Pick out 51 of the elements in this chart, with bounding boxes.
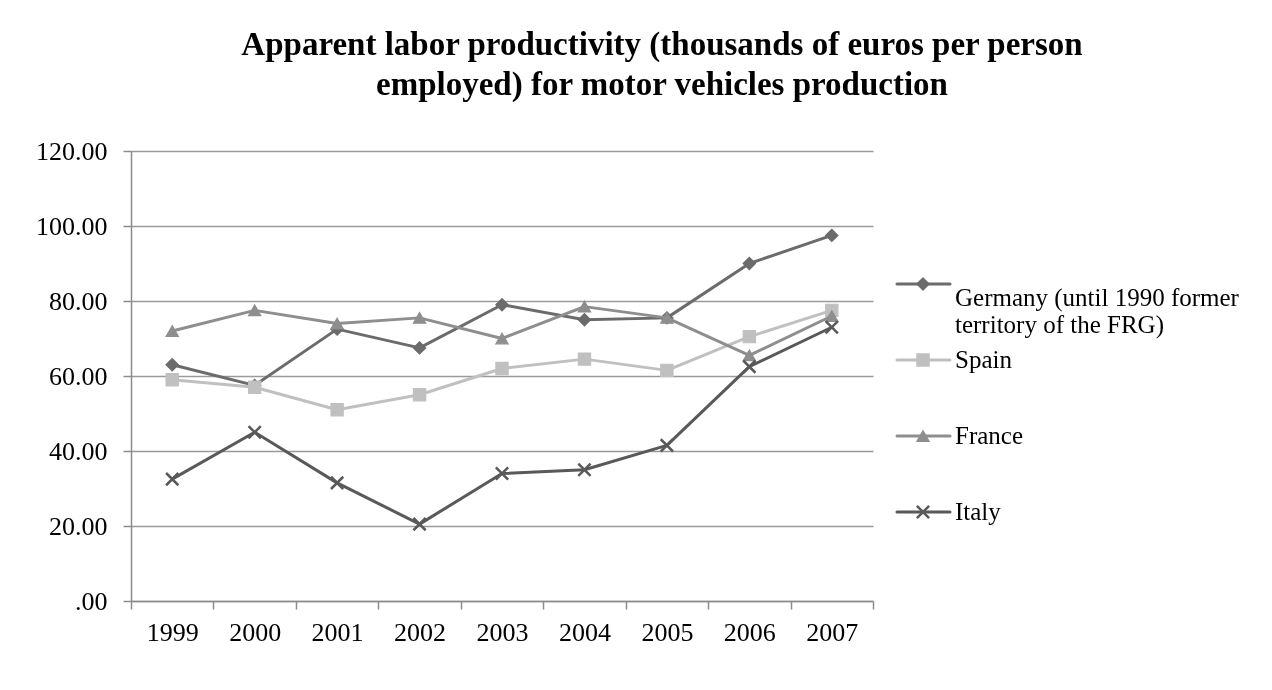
y-tick-label: 40.00: [49, 436, 108, 466]
point: [659, 438, 675, 453]
point: [495, 298, 509, 312]
point: [742, 349, 757, 362]
y-tick-label: 120.00: [36, 136, 108, 166]
point: [742, 256, 757, 271]
point: [577, 313, 592, 327]
point: [247, 304, 262, 317]
x-tick-label: 2000: [229, 617, 282, 647]
x-tick-label: 1999: [146, 617, 199, 647]
point: [165, 373, 179, 387]
point: [165, 325, 179, 337]
point: [494, 466, 510, 481]
chart-title: Apparent labor productivity (thousands of euros per person employed) for motor vehicles production: [241, 26, 1083, 103]
point: [412, 388, 427, 402]
y-tick-label: 60.00: [49, 361, 108, 391]
x-tick-label: 2007: [806, 617, 859, 647]
point: [741, 359, 757, 374]
point: [164, 471, 180, 487]
legend-label: Germany (until 1990 former territory of the FRG): [955, 283, 1240, 339]
point: [412, 311, 427, 324]
point: [825, 228, 839, 243]
point: [247, 424, 263, 440]
y-tick-label: 100.00: [36, 211, 108, 241]
point: [329, 475, 345, 491]
point: [165, 358, 179, 372]
point: [577, 352, 592, 366]
legend-label: Spain: [955, 346, 1013, 373]
x-tick-label: 2005: [641, 617, 694, 647]
x-tick-label: 2004: [558, 617, 611, 647]
y-tick-label: 20.00: [49, 511, 108, 541]
point: [742, 329, 757, 344]
point: [577, 462, 592, 478]
x-tick-label: 2001: [311, 617, 364, 647]
point: [412, 341, 427, 355]
point: [660, 363, 674, 378]
point: [495, 361, 509, 376]
legend-label: Italy: [955, 498, 1002, 525]
point: [330, 317, 344, 330]
point: [330, 403, 344, 417]
y-tick-label: .00: [75, 586, 108, 616]
y-tick-label: 80.00: [49, 286, 108, 316]
point: [824, 319, 840, 335]
point: [412, 516, 427, 532]
point: [577, 300, 592, 313]
point: [495, 332, 509, 345]
x-tick-label: 2002: [394, 617, 447, 647]
legend-label: France: [955, 422, 1024, 449]
point: [825, 310, 839, 322]
x-tick-label: 2003: [476, 617, 529, 647]
x-tick-label: 2006: [723, 617, 776, 647]
